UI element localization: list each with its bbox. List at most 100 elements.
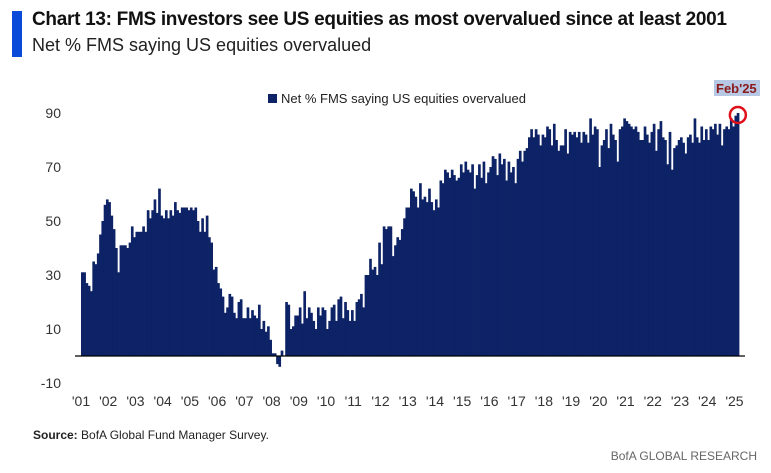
- bar: [341, 318, 345, 356]
- bar: [482, 161, 486, 356]
- bar: [294, 315, 297, 356]
- bar: [121, 245, 125, 356]
- bar: [126, 248, 130, 356]
- bar: [534, 129, 538, 356]
- bar: [718, 123, 722, 356]
- bar: [655, 150, 658, 356]
- legend-label: Net % FMS saying US equities overvalued: [281, 91, 526, 106]
- bar: [117, 272, 120, 356]
- bar: [348, 320, 352, 356]
- bar: [394, 245, 397, 356]
- y-tick-label: 10: [45, 321, 61, 337]
- bar: [736, 113, 740, 356]
- bar: [346, 310, 350, 356]
- bar: [659, 121, 663, 356]
- bar: [410, 188, 413, 356]
- bar: [480, 177, 484, 356]
- y-tick-label: 30: [45, 267, 61, 283]
- source-label: Source:: [33, 428, 78, 442]
- bar: [124, 245, 127, 356]
- bar: [564, 129, 567, 356]
- bar: [686, 137, 690, 356]
- bar: [151, 210, 155, 356]
- x-tick-label: '12: [371, 393, 389, 409]
- bar: [405, 207, 409, 356]
- bar: [362, 307, 366, 356]
- bar: [625, 121, 629, 356]
- bar: [353, 320, 356, 356]
- bar: [357, 299, 361, 356]
- bar: [400, 229, 404, 356]
- bar: [85, 283, 89, 356]
- bar: [641, 140, 645, 356]
- bar: [221, 296, 225, 356]
- bar: [448, 177, 452, 356]
- bar: [632, 129, 636, 356]
- bar: [174, 202, 177, 356]
- bar: [214, 266, 218, 356]
- bar: [255, 318, 259, 356]
- bar: [201, 218, 204, 356]
- bar: [244, 318, 248, 356]
- bar: [598, 167, 601, 356]
- bar: [514, 183, 518, 356]
- x-tick-label: '18: [535, 393, 553, 409]
- bar: [493, 158, 497, 356]
- bar: [110, 215, 114, 356]
- bar: [366, 275, 370, 356]
- bar: [475, 175, 479, 356]
- bar: [230, 296, 234, 356]
- bar: [205, 215, 209, 356]
- bar: [593, 126, 597, 356]
- bar: [439, 180, 443, 356]
- bar: [167, 218, 170, 356]
- bar: [171, 215, 175, 356]
- y-axis: -10 10 30 50 70 90: [41, 105, 61, 391]
- bar: [212, 269, 216, 356]
- bar: [580, 142, 583, 356]
- bar: [419, 183, 422, 356]
- bar: [623, 118, 626, 357]
- bar: [716, 134, 719, 356]
- bar: [586, 142, 590, 356]
- bar: [691, 142, 695, 356]
- bar: [251, 310, 254, 356]
- bar: [316, 307, 320, 356]
- bar: [609, 123, 613, 356]
- bar: [237, 302, 241, 356]
- bar: [636, 131, 640, 356]
- bar: [527, 137, 531, 356]
- bar: [135, 231, 139, 356]
- bar: [675, 145, 679, 356]
- bar: [657, 129, 660, 356]
- bar: [323, 310, 327, 356]
- y-tick-label: -10: [41, 375, 61, 391]
- bar: [319, 315, 322, 356]
- bar: [584, 134, 588, 356]
- bar: [260, 329, 263, 356]
- bar: [555, 140, 558, 356]
- bar: [223, 312, 227, 356]
- bar: [559, 145, 563, 356]
- bar: [305, 318, 309, 356]
- bar: [332, 304, 336, 356]
- bar: [582, 131, 586, 356]
- bar: [425, 202, 429, 356]
- bar: [328, 320, 331, 356]
- bar: [446, 172, 449, 356]
- bar: [689, 134, 692, 356]
- legend: Net % FMS saying US equities overvalued: [268, 91, 526, 106]
- bar: [187, 210, 191, 356]
- bar: [253, 315, 257, 356]
- bar: [407, 207, 411, 356]
- bar: [287, 304, 291, 356]
- bar: [87, 285, 91, 356]
- bar: [695, 137, 699, 356]
- bar: [707, 140, 710, 356]
- bar: [525, 148, 529, 356]
- annotation-highlight: [714, 80, 760, 96]
- bar: [301, 323, 304, 356]
- bar: [292, 326, 295, 356]
- bar: [723, 129, 726, 356]
- bar: [92, 261, 96, 356]
